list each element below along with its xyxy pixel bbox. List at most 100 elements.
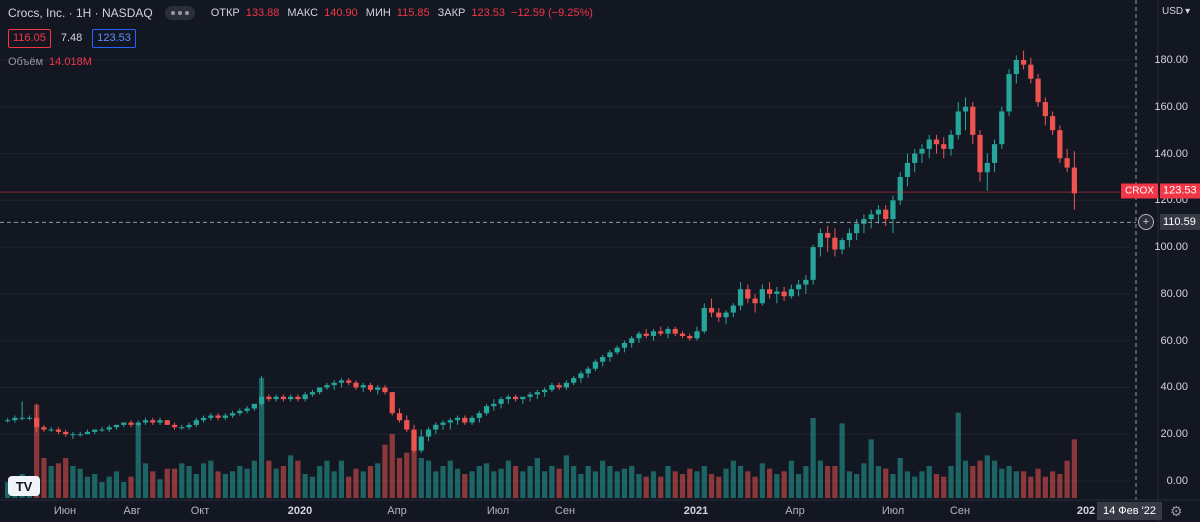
volume-bar — [280, 466, 286, 498]
candle-body — [121, 422, 127, 425]
volume-bar — [389, 434, 395, 498]
candle-body — [1035, 78, 1041, 103]
candle-body — [1028, 64, 1034, 79]
close-value: 123.53 — [471, 7, 506, 19]
candle-body — [454, 417, 461, 421]
candle-body — [752, 298, 758, 304]
candle-body — [1020, 60, 1027, 65]
candle-body — [476, 413, 482, 418]
candle-body — [730, 305, 736, 313]
volume-bar — [796, 474, 802, 498]
candle-body — [208, 415, 214, 418]
candle-body — [150, 420, 156, 423]
candle-body — [926, 139, 932, 149]
price-tick-label: 20.00 — [1160, 428, 1188, 441]
candle-body — [418, 436, 424, 451]
candle-body — [12, 417, 18, 421]
candle-body — [360, 385, 366, 388]
candle-body — [338, 380, 345, 383]
candle-body — [77, 434, 83, 436]
volume-bar — [92, 474, 98, 498]
candle-body — [854, 223, 860, 234]
volume-label[interactable]: Объём — [8, 56, 44, 68]
volume-bar — [338, 460, 345, 498]
time-tick-label: 202 — [1076, 505, 1096, 517]
volume-bar — [774, 474, 780, 498]
candle-body — [1013, 60, 1019, 75]
add-alert-plus-icon[interactable]: + — [1138, 214, 1154, 230]
volume-bar — [527, 466, 533, 498]
candle-body — [527, 394, 533, 397]
volume-bar — [585, 466, 591, 498]
candle-body — [723, 312, 729, 318]
volume-bar — [854, 474, 860, 498]
candle-body — [106, 427, 112, 430]
currency-select[interactable]: USD ▾ — [1162, 6, 1190, 17]
volume-bar — [135, 423, 141, 498]
candle-body — [186, 424, 192, 428]
candle-body — [5, 420, 11, 422]
volume-legend: Объём 14.018M — [8, 56, 92, 68]
volume-bar — [367, 466, 374, 498]
volume-bar — [346, 476, 352, 498]
volume-bar — [571, 466, 577, 498]
time-tick-label: Сен — [554, 505, 576, 517]
volume-bar — [1013, 471, 1019, 498]
price-tick-label: 100.00 — [1154, 241, 1188, 254]
volume-bar — [534, 458, 540, 498]
candle-body — [1049, 116, 1056, 131]
low-label: МИН — [365, 7, 391, 19]
volume-bar — [708, 474, 715, 498]
volume-bar — [810, 418, 816, 498]
volume-bar — [77, 468, 83, 498]
candle-body — [534, 392, 540, 395]
candle-body — [607, 352, 613, 358]
candle-body — [34, 417, 40, 428]
volume-bar — [55, 463, 62, 498]
volume-bar — [266, 460, 272, 498]
volume-bar — [483, 463, 490, 498]
time-tick-label: 2020 — [287, 505, 313, 517]
candle-body — [621, 343, 628, 348]
candle-body — [846, 233, 853, 241]
candle-body — [193, 420, 199, 425]
visibility-toggle-icon[interactable] — [164, 6, 195, 20]
volume-bar — [592, 471, 599, 498]
candle-body — [48, 429, 54, 431]
low-value: 115.85 — [396, 7, 430, 19]
volume-bar — [99, 482, 105, 498]
volume-bar — [404, 452, 410, 498]
candle-body — [498, 399, 504, 404]
candle-body — [1064, 158, 1070, 168]
bid-price[interactable]: 116.05 — [8, 29, 51, 48]
gear-icon[interactable]: ⚙ — [1170, 503, 1183, 519]
volume-bar — [825, 466, 831, 498]
volume-bar — [549, 466, 555, 498]
volume-bar — [883, 468, 889, 498]
ask-price[interactable]: 123.53 — [92, 29, 136, 48]
price-tick-label: 80.00 — [1160, 287, 1188, 300]
volume-bar — [360, 471, 366, 498]
tradingview-logo[interactable]: TV — [8, 476, 40, 496]
candle-body — [708, 307, 715, 313]
candle-body — [200, 417, 207, 421]
volume-bar — [665, 466, 671, 498]
volume-bar — [788, 460, 794, 498]
volume-bar — [171, 468, 178, 498]
volume-bar — [941, 476, 947, 498]
candle-body — [977, 134, 983, 173]
volume-bar — [1064, 460, 1070, 498]
candle-body — [766, 289, 773, 294]
volume-bar — [977, 460, 983, 498]
candle-body — [251, 403, 257, 409]
price-tick-label: 160.00 — [1154, 100, 1188, 113]
candle-body — [483, 406, 490, 414]
candle-body — [99, 429, 105, 431]
symbol-title[interactable]: Crocs, Inc. · 1H · NASDAQ — [8, 6, 153, 20]
candle-body — [665, 328, 671, 334]
volume-bar — [781, 471, 787, 498]
price-tick-label: 180.00 — [1154, 54, 1188, 66]
candle-body — [904, 162, 911, 177]
